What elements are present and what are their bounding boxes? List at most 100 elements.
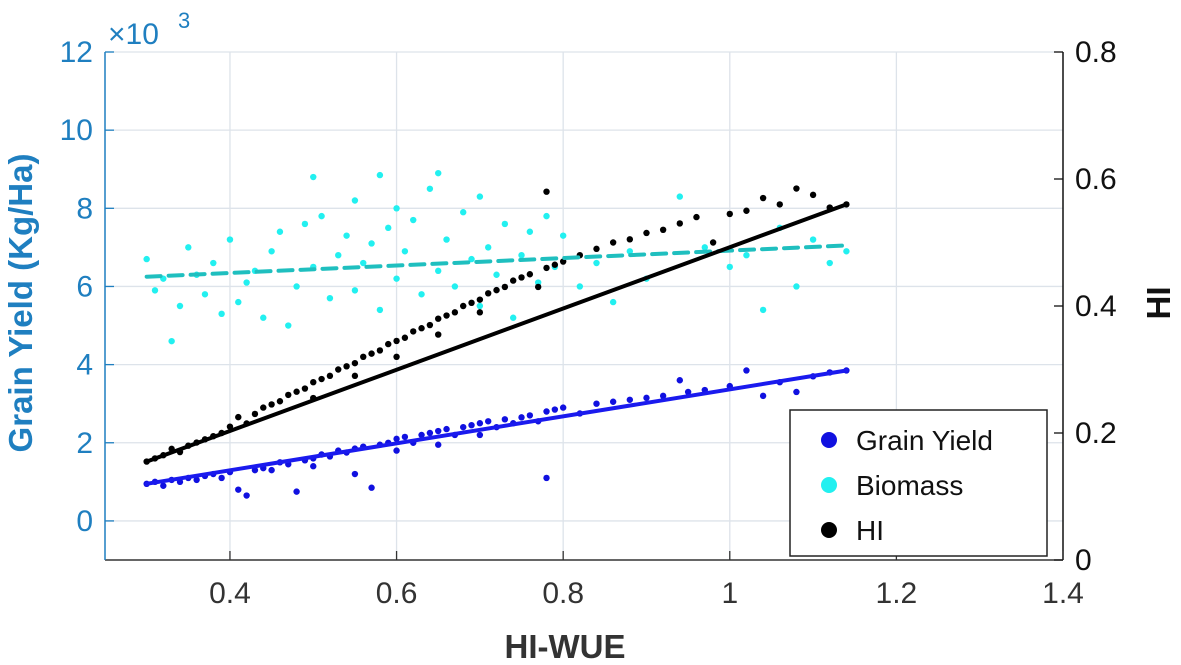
data-point-biomass (243, 279, 250, 286)
data-point-hi (626, 236, 634, 243)
data-point-hi (468, 299, 475, 307)
fit-line-biomass (144, 243, 849, 279)
data-point-hi (743, 207, 750, 214)
data-point-grain-yield (501, 416, 509, 423)
data-point-biomass (501, 220, 509, 228)
data-point-hi (534, 283, 542, 291)
data-point-hi (251, 410, 259, 418)
grid (105, 51, 1063, 560)
data-point-hi (476, 296, 484, 303)
data-point-hi (310, 379, 317, 386)
data-point-hi (793, 185, 800, 192)
data-point-biomass (593, 259, 600, 267)
data-point-hi (385, 340, 392, 348)
legend-marker-hi (821, 522, 837, 538)
data-point-grain-yield (476, 420, 484, 427)
data-point-biomass (376, 171, 384, 179)
data-point-hi (776, 201, 783, 208)
data-point-grain-yield (743, 367, 750, 374)
data-point-grain-yield (684, 388, 692, 396)
data-point-biomass (151, 287, 159, 294)
data-point-hi (410, 328, 417, 335)
x-axis-label: HI-WUE (505, 628, 626, 665)
x-tick-label: 1.4 (1042, 577, 1084, 610)
data-point-biomass (534, 279, 542, 286)
data-point-hi (609, 239, 617, 246)
data-point-biomass (368, 240, 375, 247)
data-point-biomass (393, 275, 400, 282)
data-point-biomass (360, 259, 367, 267)
data-point-grain-yield (659, 392, 667, 400)
data-point-grain-yield (676, 377, 683, 384)
data-point-biomass (201, 291, 209, 298)
data-point-hi (393, 353, 400, 360)
data-point-hi (509, 277, 517, 284)
fit-line-hi (144, 202, 849, 464)
data-point-grain-yield (626, 396, 634, 403)
data-point-hi (543, 264, 550, 272)
data-point-hi (318, 375, 325, 383)
data-point-hi (326, 372, 334, 380)
data-point-grain-yield (435, 441, 442, 448)
data-point-grain-yield (435, 427, 442, 435)
data-point-biomass (268, 248, 275, 255)
data-point-biomass (543, 212, 550, 220)
data-point-biomass (743, 252, 750, 259)
data-point-biomass (210, 259, 217, 267)
x-tick-label: 0.6 (376, 577, 418, 610)
data-point-grain-yield (609, 398, 617, 405)
data-point-grain-yield (401, 433, 409, 441)
data-point-biomass (143, 255, 150, 263)
data-point-biomass (343, 232, 350, 239)
x-tick-label: 1.2 (876, 577, 918, 610)
data-point-grain-yield (310, 463, 317, 470)
data-point-hi (351, 359, 359, 367)
data-point-hi (376, 347, 384, 354)
y-axis-label-right: HI (1140, 287, 1177, 320)
data-point-hi (393, 337, 400, 345)
y-right-tick-label: 0.2 (1075, 417, 1117, 450)
data-point-biomass (518, 252, 525, 259)
y-left-tick-label: 12 (60, 36, 93, 69)
data-point-biomass (351, 287, 359, 294)
legend-label-grain-yield: Grain Yield (856, 425, 993, 456)
data-point-biomass (176, 302, 184, 310)
data-point-biomass (260, 314, 267, 321)
data-point-hi (543, 188, 550, 195)
data-point-hi (493, 286, 500, 294)
x-tick-label: 1 (721, 577, 738, 610)
data-point-biomass (235, 298, 242, 306)
data-point-hi (518, 274, 525, 281)
data-point-biomass (301, 220, 309, 228)
data-point-grain-yield (235, 486, 242, 493)
data-point-biomass (843, 248, 850, 255)
data-point-biomass (285, 322, 292, 329)
data-point-hi (260, 404, 267, 411)
fit-line-grain-yield (144, 368, 849, 486)
data-point-hi (268, 401, 275, 408)
data-point-hi (676, 220, 683, 227)
data-point-biomass (435, 169, 442, 177)
data-point-grain-yield (543, 474, 550, 482)
x-tick-label: 0.4 (209, 577, 251, 610)
data-point-hi (418, 325, 425, 332)
data-point-hi (276, 398, 284, 405)
data-point-hi (451, 309, 459, 316)
data-point-biomass (276, 228, 284, 235)
data-point-biomass (226, 236, 234, 243)
data-point-biomass (335, 252, 342, 259)
data-point-grain-yield (593, 400, 600, 407)
data-point-biomass (485, 244, 492, 251)
y-axis-label-left: Grain Yield (Kg/Ha) (2, 154, 39, 453)
data-point-biomass (609, 298, 617, 306)
y-right-tick-label: 0.6 (1075, 163, 1117, 196)
data-point-hi (501, 283, 509, 291)
data-point-biomass (318, 212, 325, 220)
data-point-grain-yield (418, 431, 425, 439)
y-axis-exponent: 3 (178, 8, 190, 33)
data-point-biomass (460, 209, 467, 216)
data-point-biomass (509, 314, 517, 321)
data-point-hi (526, 271, 534, 278)
data-point-hi (659, 226, 667, 233)
